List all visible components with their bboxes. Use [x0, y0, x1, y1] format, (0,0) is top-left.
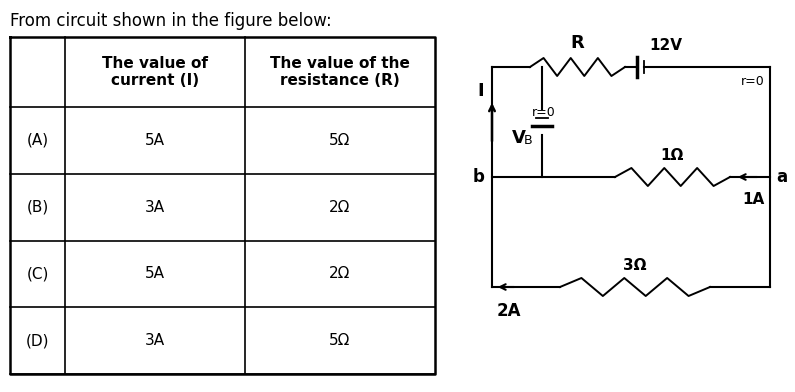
Text: 2A: 2A [497, 302, 522, 320]
Text: The value of
current (I): The value of current (I) [102, 56, 208, 88]
Text: 5A: 5A [145, 133, 165, 148]
Text: 12V: 12V [649, 38, 682, 53]
Text: I: I [477, 82, 484, 100]
Text: (D): (D) [25, 333, 49, 348]
Text: From circuit shown in the figure below:: From circuit shown in the figure below: [10, 12, 332, 30]
Text: (B): (B) [26, 200, 48, 215]
Text: V: V [512, 129, 525, 147]
Text: r=0: r=0 [532, 106, 556, 119]
Text: 3A: 3A [145, 200, 165, 215]
Text: B: B [524, 134, 533, 147]
Text: The value of the
resistance (R): The value of the resistance (R) [270, 56, 410, 88]
Text: a: a [776, 168, 787, 186]
Text: r=0: r=0 [741, 75, 765, 88]
Text: 3Ω: 3Ω [623, 258, 647, 273]
Text: 2Ω: 2Ω [329, 200, 351, 215]
Text: 3A: 3A [145, 333, 165, 348]
Text: 5Ω: 5Ω [329, 333, 351, 348]
Text: 1A: 1A [743, 192, 765, 207]
Text: b: b [472, 168, 484, 186]
Text: R: R [571, 34, 584, 52]
Text: 2Ω: 2Ω [329, 267, 351, 281]
Text: (C): (C) [26, 267, 48, 281]
Text: (A): (A) [26, 133, 48, 148]
Text: 5A: 5A [145, 267, 165, 281]
Text: 5Ω: 5Ω [329, 133, 351, 148]
Text: 1Ω: 1Ω [661, 148, 684, 163]
